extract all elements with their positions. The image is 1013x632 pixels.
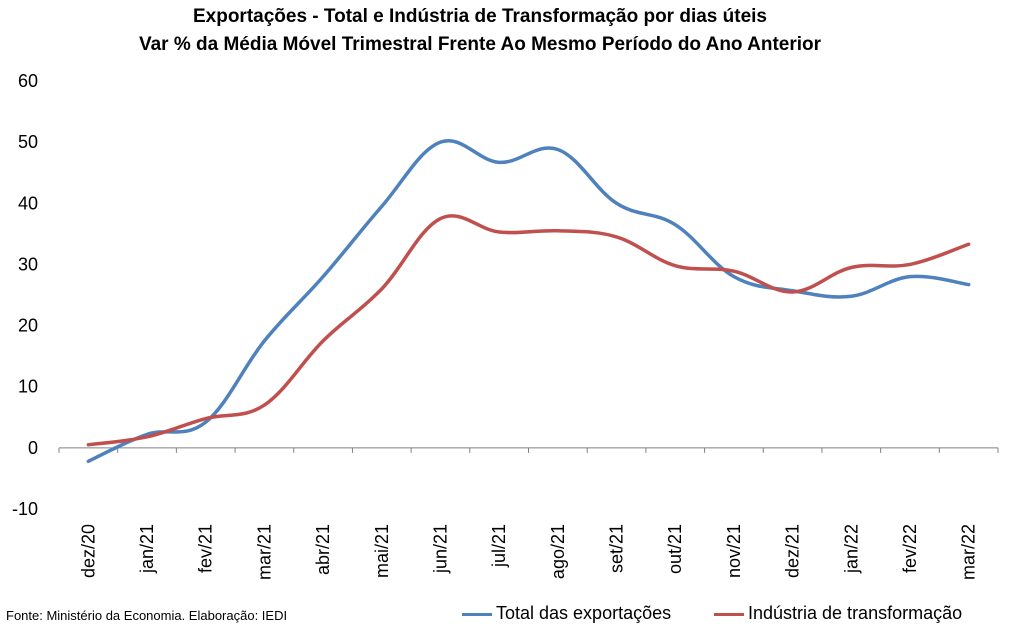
y-tick-label: 50 [18,132,38,152]
y-tick-label: 20 [18,316,38,336]
line-chart: -10 0 10 20 30 40 50 60 dez/20 jan/21 fev/21 mar/21… [12,71,999,580]
legend-item-industria: Indústria de transformação [714,603,962,624]
x-tick-label: jun/21 [430,524,450,574]
x-tick-label: nov/21 [724,524,744,578]
legend-swatch-industria [714,612,744,616]
series-line-industria [86,214,971,447]
x-tick-label: jul/21 [489,524,509,568]
y-tick-label: -10 [12,499,38,519]
legend-item-total: Total das exportações [462,603,671,624]
x-tick-label: dez/21 [783,524,803,578]
x-tick-label: ago/21 [548,524,568,579]
x-tick-label: abr/21 [313,524,333,575]
chart-title: Exportações - Total e Indústria de Trans… [192,6,768,27]
x-tick-label: out/21 [665,524,685,574]
series-line-total [86,138,971,464]
x-tick-label: fev/22 [900,524,920,573]
x-tick-label: set/21 [607,524,627,573]
y-tick-label: 60 [18,71,38,91]
x-tick-label: dez/20 [78,524,98,578]
x-tick-label: mar/21 [254,524,274,580]
legend-label-total: Total das exportações [496,603,672,623]
y-tick-label: 10 [18,377,38,397]
y-tick-label: 40 [18,193,38,213]
source-note: Fonte: Ministério da Economia. Elaboraçã… [6,608,288,623]
y-tick-label: 0 [28,438,38,458]
legend-label-industria: Indústria de transformação [748,603,963,623]
x-tick-label: jan/22 [841,524,861,574]
x-tick-label: mai/21 [372,524,392,578]
x-tick-label: jan/21 [137,524,157,574]
x-tick-label: fev/21 [196,524,216,573]
x-tick-label: mar/22 [959,524,979,580]
y-tick-label: 30 [18,254,38,274]
chart-subtitle: Var % da Média Móvel Trimestral Frente A… [138,34,822,55]
legend-swatch-total [462,612,492,616]
